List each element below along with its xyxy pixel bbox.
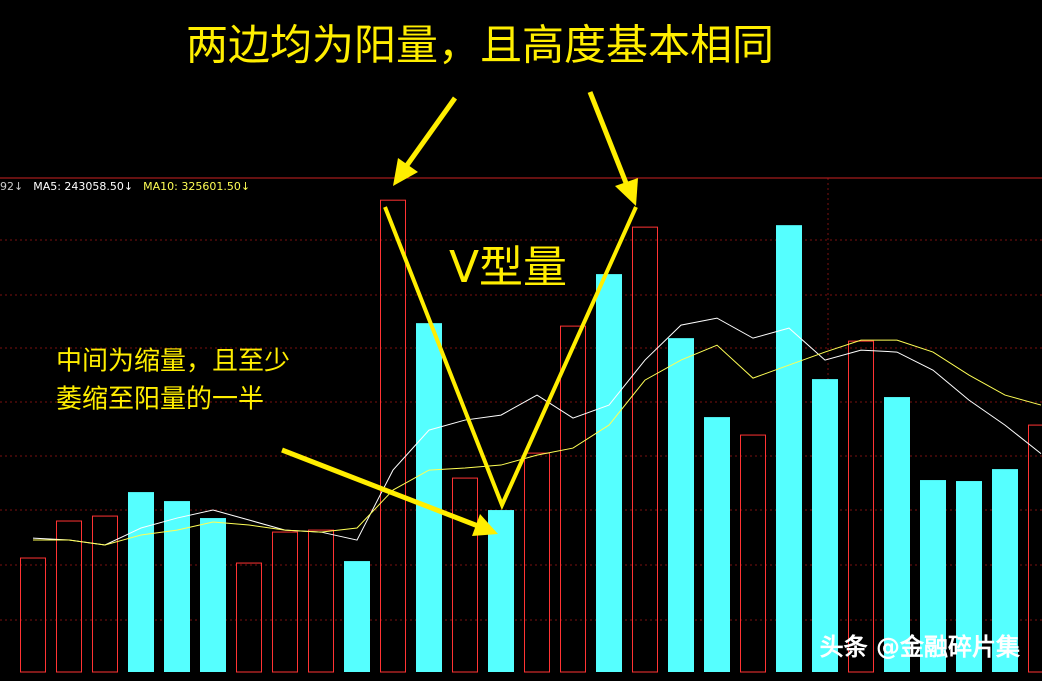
plot (20, 199, 1042, 673)
volume-bar (992, 469, 1018, 672)
volume-bar (200, 518, 226, 672)
volume-bar (416, 323, 442, 672)
volume-bar (128, 492, 154, 672)
volume-bar (560, 325, 586, 673)
volume-bar (236, 562, 262, 673)
volume-bar (452, 477, 478, 673)
legend-label: 92↓ (0, 180, 23, 193)
volume-bar (92, 515, 118, 673)
volume-bar (920, 480, 946, 672)
v-label: V型量 (449, 242, 567, 293)
volume-bar (632, 226, 658, 673)
legend: 92↓ MA5: 243058.50↓ MA10: 325601.50↓ (0, 180, 250, 193)
legend-label: MA5: 243058.50↓ (33, 180, 133, 193)
volume-bar (272, 531, 298, 673)
volume-bar (956, 481, 982, 672)
volume-bar (1028, 424, 1042, 673)
volume-bar (20, 557, 46, 673)
volume-bar (164, 501, 190, 672)
volume-bar (380, 199, 406, 673)
volume-bar (308, 529, 334, 673)
volume-bar (668, 338, 694, 672)
note-line: 萎缩至阳量的一半 (56, 385, 264, 415)
ma-line (32, 317, 1042, 546)
volume-bar (56, 520, 82, 673)
annotation-arrows (281, 91, 638, 536)
volume-bar (524, 452, 550, 673)
volume-bar (488, 510, 514, 672)
volume-bar (596, 274, 622, 672)
volume-bar (776, 225, 802, 672)
legend-label: MA10: 325601.50↓ (143, 180, 250, 193)
volume-bar (704, 417, 730, 672)
volume-bar (884, 397, 910, 672)
annotation-title: 两边均为阳量，且高度基本相同 (186, 21, 774, 70)
ma-line (33, 339, 1042, 546)
volume-bar (848, 340, 874, 673)
volume-bar (812, 379, 838, 672)
note-line: 中间为缩量，且至少 (56, 347, 290, 377)
volume-bar (740, 434, 766, 673)
volume-bar (344, 561, 370, 672)
watermark: 头条 @金融碎片集 (820, 633, 1021, 661)
